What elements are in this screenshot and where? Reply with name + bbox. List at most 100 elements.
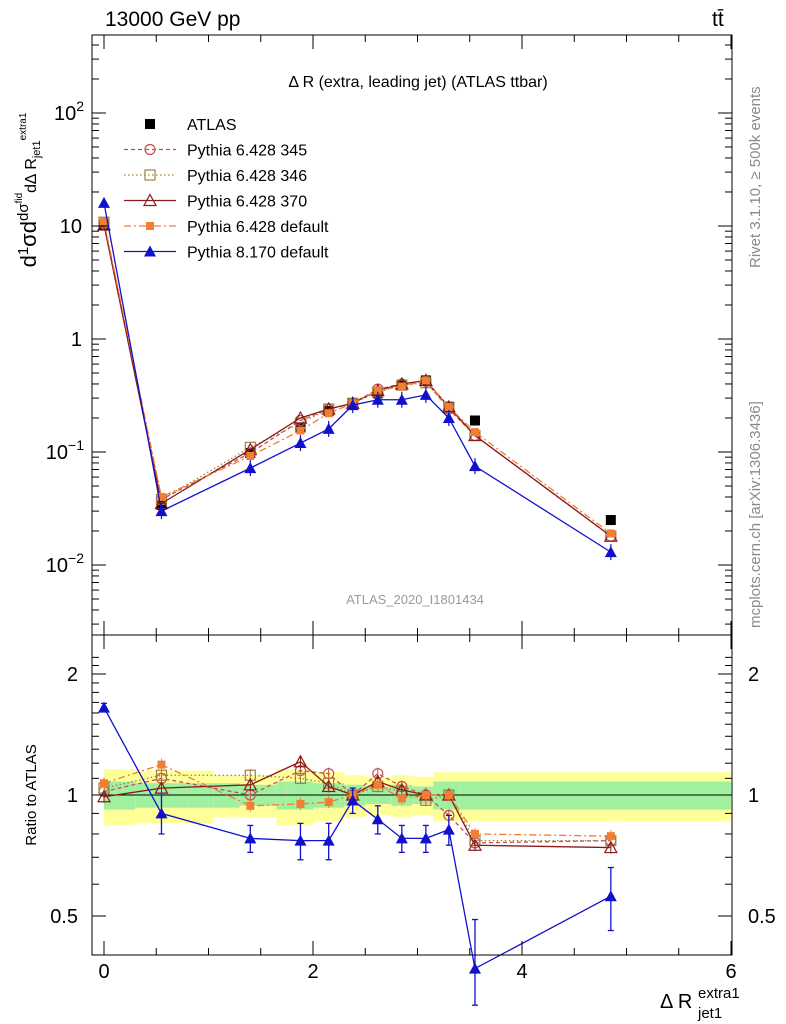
ratio-line-3 bbox=[103, 760, 611, 849]
y-tick-label: 10−2 bbox=[46, 550, 84, 577]
ratio-point bbox=[604, 890, 617, 902]
ratio-band-inner bbox=[490, 781, 731, 810]
chart-title: Δ R (extra, leading jet) (ATLAS ttbar) bbox=[288, 74, 547, 91]
x-axis-label: Δ R extra1 jet1 bbox=[660, 985, 740, 1022]
series-line-2 bbox=[103, 222, 612, 537]
ratio-point bbox=[397, 794, 406, 803]
rivet-label: Rivet 3.1.10, ≥ 500k events bbox=[747, 86, 764, 268]
data-point bbox=[469, 415, 480, 426]
legend-marker bbox=[144, 169, 156, 181]
legend-marker bbox=[145, 119, 155, 129]
legend: ATLAS Pythia 6.428 345 Pythia 6.428 346 Pyt… bbox=[124, 117, 329, 262]
ratio-point bbox=[293, 754, 308, 768]
header-left: 13000 GeV pp bbox=[105, 8, 240, 31]
x-tick-label: 2 bbox=[307, 961, 318, 983]
ratio-point bbox=[373, 780, 382, 789]
series-line-5 bbox=[103, 202, 612, 553]
ratio-point bbox=[296, 799, 305, 808]
ratio-y-tick-label-right: 0.5 bbox=[748, 906, 776, 928]
ratio-point bbox=[442, 823, 455, 835]
legend-label: Pythia 6.428 370 bbox=[187, 194, 307, 211]
ratio-point bbox=[321, 779, 336, 793]
y-tick-label: 1 bbox=[71, 329, 82, 351]
ratio-point bbox=[419, 832, 432, 844]
data-point bbox=[397, 382, 406, 391]
x-tick-label: 4 bbox=[516, 961, 527, 983]
ratio-point bbox=[324, 798, 333, 807]
ratio-point bbox=[294, 772, 307, 784]
ratio-point bbox=[346, 794, 359, 806]
ratio-point bbox=[371, 813, 384, 825]
legend-label: Pythia 6.428 346 bbox=[187, 168, 307, 185]
ratio-point bbox=[395, 832, 408, 844]
analysis-watermark: ATLAS_2020_I1801434 bbox=[346, 592, 484, 607]
legend-label: ATLAS bbox=[187, 117, 237, 134]
ratio-line-1 bbox=[103, 769, 611, 844]
y-tick-label: 10−1 bbox=[46, 437, 84, 464]
series-line-4 bbox=[103, 221, 612, 535]
ratio-y-tick-label: 0.5 bbox=[50, 906, 78, 928]
y-tick-label: 102 bbox=[54, 98, 84, 125]
y-axis-label: d1σddσfidd∆ Rjet1extra1 bbox=[14, 112, 43, 267]
data-point bbox=[373, 386, 382, 395]
data-point bbox=[605, 515, 616, 526]
data-point bbox=[293, 410, 308, 424]
ratio-band-inner bbox=[459, 781, 491, 810]
svg-text:extra1: extra1 bbox=[698, 985, 740, 1002]
ratio-point bbox=[157, 760, 166, 769]
ratio-y-label: Ratio to ATLAS bbox=[23, 744, 40, 845]
header-right: tt̄ bbox=[712, 8, 724, 31]
ratio-point bbox=[98, 701, 110, 713]
ratio-lines bbox=[96, 701, 618, 1006]
ratio-point bbox=[244, 832, 257, 844]
ratio-y-tick-label: 1 bbox=[67, 785, 78, 807]
data-point bbox=[421, 376, 430, 385]
ratio-line-2 bbox=[103, 774, 611, 842]
main-lines bbox=[96, 196, 618, 561]
mcplots-label: mcplots.cern.ch [arXiv:1306.3436] bbox=[747, 401, 764, 628]
data-point bbox=[100, 217, 108, 226]
ratio-line-4 bbox=[103, 763, 611, 837]
y-tick-label: 10 bbox=[60, 216, 82, 238]
ratio-point bbox=[606, 832, 615, 841]
ratio-point bbox=[468, 962, 481, 974]
legend-label: Pythia 6.428 default bbox=[187, 219, 329, 236]
data-point bbox=[324, 409, 333, 418]
ratio-y-tick-label-right: 2 bbox=[748, 664, 759, 686]
data-point bbox=[296, 426, 305, 435]
data-point bbox=[470, 428, 479, 437]
legend-label: Pythia 6.428 345 bbox=[187, 143, 307, 160]
data-point bbox=[444, 403, 453, 412]
data-point bbox=[606, 529, 615, 538]
data-point bbox=[157, 492, 166, 501]
ratio-point bbox=[243, 777, 258, 791]
x-tick-label: 6 bbox=[725, 961, 736, 983]
legend-marker bbox=[144, 143, 156, 156]
data-point bbox=[246, 452, 255, 461]
ratio-y-tick-label-right: 1 bbox=[748, 785, 759, 807]
ratio-line-5 bbox=[103, 707, 612, 970]
ratio-point bbox=[154, 780, 169, 794]
ratio-point bbox=[467, 837, 482, 851]
ratio-point bbox=[100, 779, 108, 788]
legend-marker bbox=[144, 245, 156, 257]
svg-text:jet1: jet1 bbox=[697, 1005, 722, 1022]
x-tick-label: 0 bbox=[98, 961, 109, 983]
ratio-y-tick-label: 2 bbox=[67, 664, 78, 686]
ratio-point bbox=[155, 807, 168, 819]
ratio-point bbox=[322, 834, 335, 846]
svg-text:Δ R: Δ R bbox=[660, 991, 692, 1013]
ratio-point bbox=[444, 791, 453, 799]
axes: 0 2 4 6 10−2 10−1 1 10 102 0.5 0.5 1 1 2 2 bbox=[46, 35, 776, 983]
ratio-band-inner bbox=[276, 781, 287, 810]
ratio-point bbox=[246, 801, 255, 810]
ratio-point bbox=[603, 840, 618, 854]
ratio-point bbox=[96, 789, 112, 803]
ratio-point bbox=[294, 834, 307, 846]
legend-label: Pythia 8.170 default bbox=[187, 245, 329, 262]
ratio-point bbox=[421, 791, 430, 799]
legend-marker bbox=[146, 222, 154, 230]
legend-marker bbox=[142, 193, 158, 207]
svg-text:d1σddσfidd∆ Rjet1extra1: d1σddσfidd∆ Rjet1extra1 bbox=[14, 112, 43, 267]
